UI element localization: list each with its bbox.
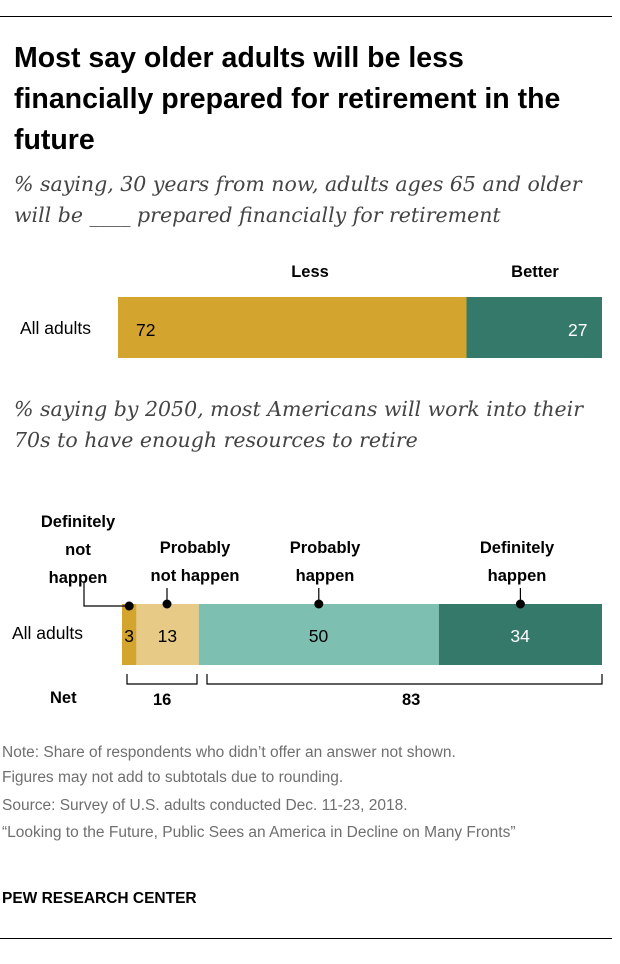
chart2-row-label: All adults	[12, 623, 84, 643]
note-line-1: Note: Share of respondents who didn’t of…	[2, 744, 456, 761]
chart1-value-better: 27	[568, 320, 588, 340]
footer-brand: PEW RESEARCH CENTER	[2, 890, 197, 907]
chart1-row-label: All adults	[20, 318, 92, 338]
chart2-bar-segment	[122, 604, 137, 665]
chart1-bar-segment	[118, 297, 467, 358]
chart1-value-less: 72	[136, 320, 156, 340]
chart1-subtitle: % saying, 30 years from now, adults ages…	[14, 172, 582, 227]
chart2-legend-definitely-not: Definitely not happen	[40, 513, 116, 587]
chart2-subtitle: % saying by 2050, most Americans will wo…	[14, 397, 584, 452]
dot-definitely-not	[124, 601, 134, 611]
chart2-bar-segment	[438, 604, 602, 665]
chart1-bar-segment	[466, 297, 602, 358]
chart1-legend-better: Better	[511, 263, 559, 281]
chart2-bar-segment	[198, 604, 439, 665]
net-value-not-happen: 16	[153, 691, 172, 709]
net-value-happen: 83	[402, 691, 421, 709]
chart2-legend-probably-not: Probably not happen	[150, 539, 240, 585]
net-bracket	[206, 674, 603, 685]
dot-probably	[314, 599, 324, 609]
report-title-line: “Looking to the Future, Public Sees an A…	[2, 824, 516, 841]
chart2-bar-segment	[136, 604, 199, 665]
chart2-value-definitely-not: 3	[124, 626, 134, 646]
chart2-value-probably: 50	[308, 626, 329, 646]
chart2-legend-definitely: Definitely happen	[479, 539, 555, 585]
source-line: Source: Survey of U.S. adults conducted …	[2, 797, 408, 814]
dot-definitely	[515, 599, 525, 609]
chart2-value-definitely: 34	[510, 626, 530, 646]
chart2-legend-probably: Probably happen	[289, 539, 361, 585]
chart2-value-probably-not: 13	[157, 626, 178, 646]
dot-probably-not	[162, 599, 172, 609]
net-label: Net	[50, 689, 77, 707]
bottom-rule	[0, 938, 612, 939]
leader-definitely-not	[83, 583, 130, 607]
top-rule	[0, 16, 612, 17]
net-bracket	[126, 674, 198, 685]
note-line-2: Figures may not add to subtotals due to …	[2, 769, 344, 786]
chart1-legend-less: Less	[291, 263, 329, 281]
chart-title: Most say older adults will be less finan…	[14, 42, 561, 156]
